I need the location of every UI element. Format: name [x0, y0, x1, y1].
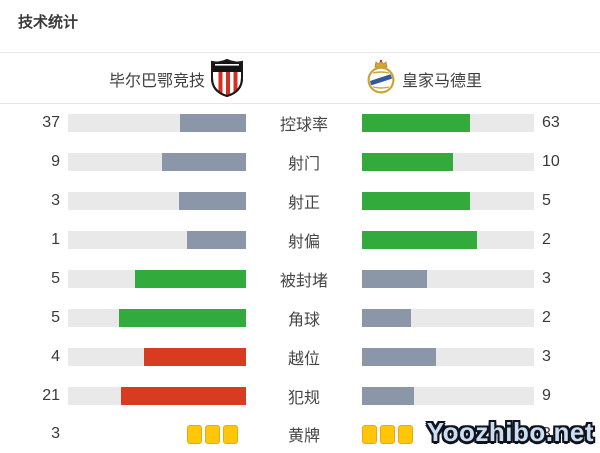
yellow-card-icon — [380, 424, 395, 444]
home-bar — [68, 386, 246, 405]
home-bar-fill — [144, 347, 246, 366]
away-value: 3 — [542, 425, 551, 442]
home-bar-fill — [186, 230, 246, 249]
home-bar — [68, 191, 246, 210]
stats-rows: 37 控球率 63 9 射门 10 3 射正 5 1 射偏 2 — [0, 103, 600, 453]
stat-label: 射门 — [287, 155, 320, 173]
home-value: 21 — [42, 386, 60, 404]
away-value: 2 — [542, 308, 551, 326]
stat-row-fouls: 21 犯规 9 — [0, 376, 600, 415]
away-value: 9 — [542, 386, 551, 404]
home-bar — [68, 230, 246, 249]
away-team-name: 皇家马德里 — [402, 73, 483, 90]
away-bar-fill — [362, 230, 477, 249]
away-bar — [362, 230, 534, 249]
stat-label: 黄牌 — [287, 428, 320, 445]
away-bar — [362, 308, 534, 327]
home-bar — [68, 269, 246, 288]
away-bar-fill — [362, 152, 453, 171]
away-bar-fill — [362, 113, 471, 132]
away-bar-fill — [362, 269, 427, 288]
stat-label: 犯规 — [287, 389, 320, 407]
away-bar-fill — [362, 386, 414, 405]
home-team-crest-icon — [209, 58, 245, 98]
home-value: 4 — [51, 347, 60, 365]
stat-row-shots: 9 射门 10 — [0, 142, 600, 181]
stat-label: 越位 — [287, 350, 320, 368]
away-bar — [362, 269, 534, 288]
home-value: 5 — [51, 269, 60, 287]
home-value: 9 — [51, 152, 60, 170]
away-value: 2 — [542, 230, 551, 248]
home-bar-fill — [118, 308, 246, 327]
away-yellow-cards — [362, 424, 534, 444]
home-value: 5 — [51, 308, 60, 326]
home-bar-fill — [180, 113, 246, 132]
away-team-crest-icon — [365, 59, 397, 94]
yellow-card-icon — [398, 424, 413, 444]
away-bar — [362, 191, 534, 210]
home-value: 1 — [51, 230, 60, 248]
home-value: 3 — [51, 191, 60, 209]
home-bar-fill — [134, 269, 246, 288]
stat-label: 角球 — [287, 311, 320, 329]
stat-row-possession: 37 控球率 63 — [0, 103, 600, 142]
stat-label: 射正 — [287, 194, 320, 212]
away-bar — [362, 347, 534, 366]
away-value: 5 — [542, 191, 551, 209]
yellow-card-icon — [205, 424, 220, 444]
away-bar-fill — [362, 347, 436, 366]
stat-row-shots-off-target: 1 射偏 2 — [0, 220, 600, 259]
stat-row-offsides: 4 越位 3 — [0, 337, 600, 376]
home-bar — [68, 308, 246, 327]
home-value: 37 — [42, 113, 60, 131]
away-bar-fill — [362, 191, 470, 210]
away-value: 3 — [542, 269, 551, 287]
stat-row-shots-on-target: 3 射正 5 — [0, 181, 600, 220]
yellow-card-icon — [362, 424, 377, 444]
watermark: Yoozhibo.net — [426, 417, 594, 447]
home-bar — [68, 113, 246, 132]
home-bar-fill — [121, 386, 246, 405]
away-bar — [362, 113, 534, 132]
away-bar — [362, 386, 534, 405]
away-value: 3 — [542, 347, 551, 365]
away-bar — [362, 152, 534, 171]
home-yellow-cards — [68, 424, 246, 444]
divider — [0, 52, 600, 53]
page-title: 技术统计 — [18, 14, 79, 31]
stat-row-yellow-cards: 3 黄牌 3 — [0, 415, 600, 453]
stat-label: 控球率 — [279, 116, 328, 134]
stat-label: 被封堵 — [279, 272, 328, 290]
stat-row-corners: 5 角球 2 — [0, 298, 600, 337]
away-value: 10 — [542, 152, 560, 170]
divider — [0, 103, 600, 104]
stat-label: 射偏 — [287, 233, 320, 251]
home-bar — [68, 347, 246, 366]
home-value: 3 — [51, 425, 60, 442]
home-bar-fill — [161, 152, 246, 171]
stat-row-blocked: 5 被封堵 3 — [0, 259, 600, 298]
yellow-card-icon — [223, 424, 238, 444]
home-bar — [68, 152, 246, 171]
home-team-name: 毕尔巴鄂竞技 — [108, 73, 205, 90]
away-value: 63 — [542, 113, 560, 131]
home-bar-fill — [179, 191, 246, 210]
yellow-card-icon — [187, 424, 202, 444]
away-bar-fill — [362, 308, 412, 327]
